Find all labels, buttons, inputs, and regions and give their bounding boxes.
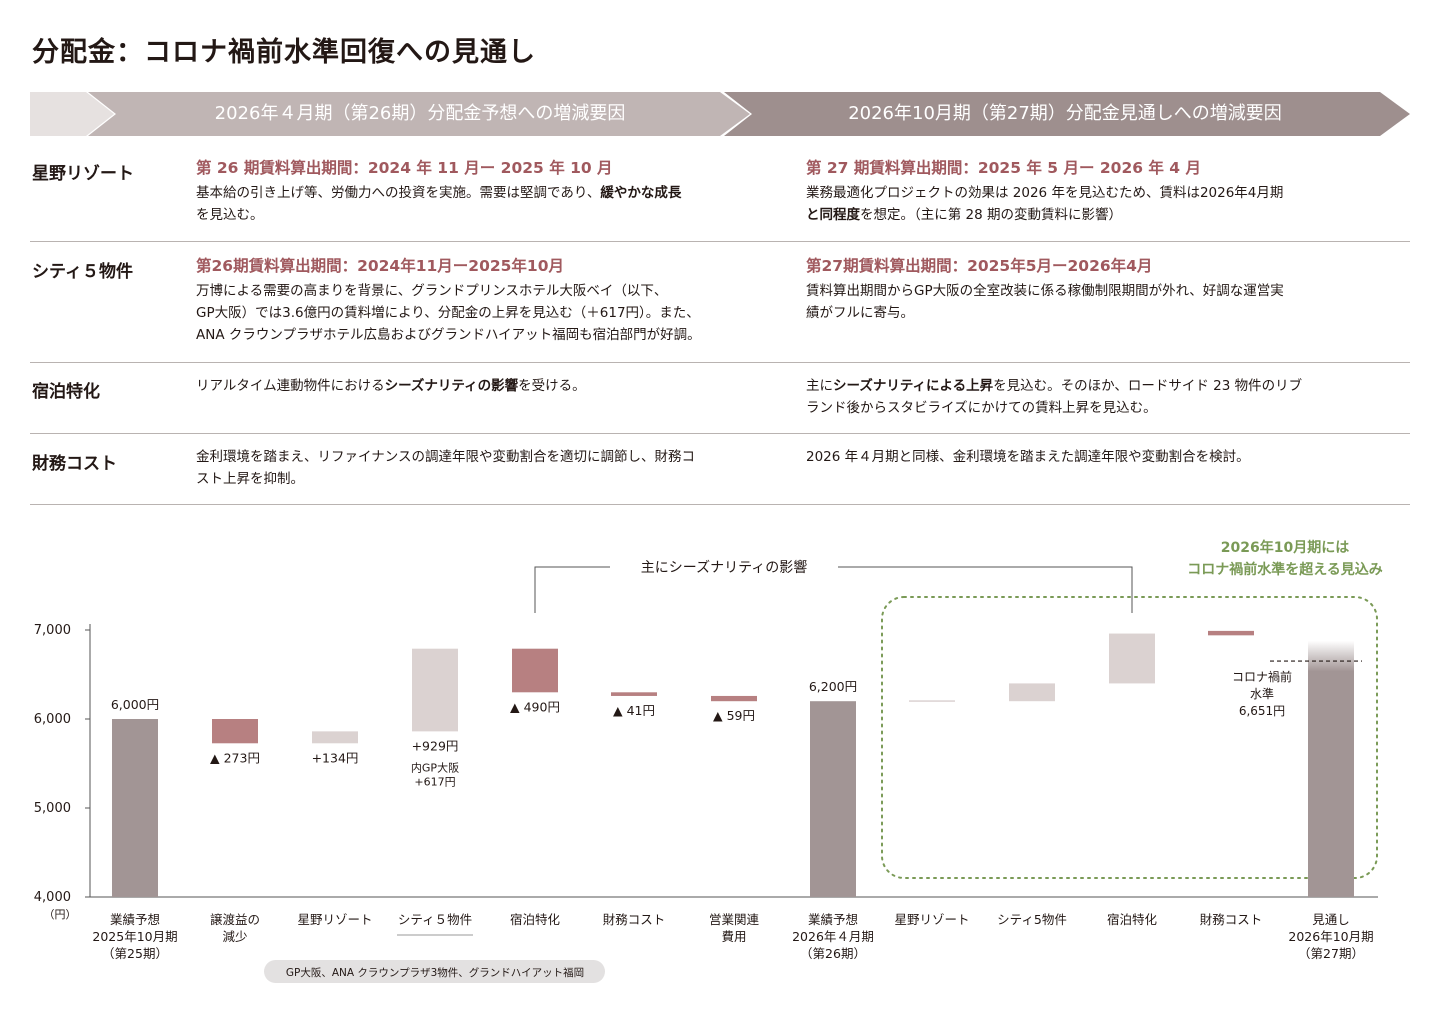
footnote-pill [264,960,605,983]
category-label: シティ5物件 [997,912,1067,927]
row-city5: シティ５物件 第26期賃料算出期間：2024年11月ー2025年10月 万博によ… [30,242,1410,363]
row-lodging: 宿泊特化 リアルタイム連動物件におけるシーズナリティの影響を受ける。 主にシーズ… [30,363,1410,434]
factor-text: 業務最適化プロジェクトの効果は 2026 年を見込むため、賃料は2026年4月期… [806,185,1284,223]
bracket-label: 主にシーズナリティの影響 [641,559,807,576]
category-label: 見通し 2026年10月期（第27期） [1288,912,1373,961]
factor-text: 基本給の引き上げ等、労働力への投資を実施。需要は堅調であり、緩やかな成長 を見込む… [196,185,682,223]
bar [1308,640,1354,897]
data-label: 6,200円 [809,679,857,694]
row-label: 星野リゾート [32,164,134,184]
bar [212,719,258,744]
factor-table: 星野リゾート 第 26 期賃料算出期間：2024 年 11 月ー 2025 年 … [30,150,1410,505]
data-label: ▲ 41円 [613,703,655,718]
data-sublabel: 内GP大阪+617円 [411,760,459,788]
category-label: 業績予想 2026年４月期（第26期） [792,912,874,961]
category-label: 営業関連費用 [709,912,760,944]
data-label: +134円 [312,750,359,765]
y-tick-label: 6,000 [34,712,71,727]
bar [810,701,856,897]
footnote-text: GP大阪、ANA クラウンプラザ3物件、グランドハイアット福岡 [286,966,584,979]
bracket-left [534,566,610,613]
row-hoshino: 星野リゾート 第 26 期賃料算出期間：2024 年 11 月ー 2025 年 … [30,150,1410,242]
bar [909,700,955,702]
right-factor: 主にシーズナリティによる上昇を見込む。そのほか、ロードサイド 23 物件のリブラ… [806,375,1406,419]
category-label: 宿泊特化 [510,912,561,927]
y-unit-label: （円） [44,908,77,921]
data-label: ▲ 490円 [510,699,560,714]
reference-label: コロナ禍前水準 6,651円 [1232,669,1292,718]
bar [611,692,657,696]
factor-text: 金利環境を踏まえ、リファイナンスの調達年限や変動割合を適切に調節し、財務コ スト上… [196,449,695,487]
category-label: シティ５物件 [398,912,472,927]
callout-text: 2026年10月期にはコロナ禍前水準を超える見込み [1187,539,1383,578]
factor-text: 賃料算出期間からGP大阪の全室改装に係る稼働制限期間が外れ、好調な運営実 績がフル… [806,283,1284,321]
right-factor: 2026 年４月期と同様、金利環境を踏まえた調達年限や変動割合を検討。 [806,446,1406,468]
y-tick-label: 4,000 [34,890,71,905]
row-label: シティ５物件 [32,262,133,282]
waterfall-chart: 4,000 5,000 6,000 7,000 （円） 2026年10月期にはコロナ禍前水… [34,539,1383,983]
period-heading: 第 26 期賃料算出期間：2024 年 11 月ー 2025 年 10 月 [196,159,613,177]
right-factor: 第 27 期賃料算出期間：2025 年 5 月ー 2026 年 4 月 業務最適… [806,157,1406,226]
factor-text: 主にシーズナリティによる上昇を見込む。そのほか、ロードサイド 23 物件のリブラ… [806,378,1303,416]
category-label: 譲渡益の減少 [210,912,260,944]
row-label: 財務コスト [32,454,117,474]
category-label: 財務コスト [603,912,666,927]
y-tick-label: 7,000 [34,623,71,638]
banner-arrows [30,92,1410,136]
data-label: +929円 [412,738,459,753]
factor-text: 万博による需要の高まりを背景に、グランドプリンスホテル大阪ベイ（以下、 GP大阪）… [196,283,701,343]
bracket-right [838,566,1133,613]
left-factor: 金利環境を踏まえ、リファイナンスの調達年限や変動割合を適切に調節し、財務コ スト上… [196,446,776,490]
bar [412,648,458,732]
category-label: 宿泊特化 [1107,912,1158,927]
row-finance: 財務コスト 金利環境を踏まえ、リファイナンスの調達年限や変動割合を適切に調節し、… [30,434,1410,505]
right-factor: 第27期賃料算出期間：2025年5月ー2026年4月 賃料算出期間からGP大阪の… [806,255,1406,324]
y-tick-label: 5,000 [34,801,71,816]
bar [312,731,358,744]
bar [1208,630,1254,636]
factor-text: リアルタイム連動物件におけるシーズナリティの影響を受ける。 [196,378,586,394]
period-banner: 2026年４月期（第26期）分配金予想への増減要因 2026年10月期（第27期… [30,92,1410,136]
left-factor: リアルタイム連動物件におけるシーズナリティの影響を受ける。 [196,375,776,397]
category-label: 星野リゾート [297,912,372,927]
period-heading: 第27期賃料算出期間：2025年5月ー2026年4月 [806,257,1153,275]
data-label: 6,000円 [111,697,159,712]
bar [711,695,757,702]
banner-arrow-right [724,92,1410,136]
factor-text: 2026 年４月期と同様、金利環境を踏まえた調達年限や変動割合を検討。 [806,449,1250,465]
data-label: ▲ 59円 [713,708,755,723]
banner-arrow-start [30,92,114,136]
bar [112,719,158,897]
banner-right-label: 2026年10月期（第27期）分配金見通しへの増減要因 [848,103,1282,124]
category-label: 業績予想 2025年10月期（第25期） [92,912,177,961]
bar [1109,633,1155,684]
banner-left-label: 2026年４月期（第26期）分配金予想への増減要因 [214,103,626,124]
page-title: 分配金：コロナ禍前水準回復への見通し [32,37,536,68]
left-factor: 第26期賃料算出期間：2024年11月ー2025年10月 万博による需要の高まり… [196,255,776,346]
row-label: 宿泊特化 [32,382,100,402]
bar [1009,683,1055,702]
left-factor: 第 26 期賃料算出期間：2024 年 11 月ー 2025 年 10 月 基本… [196,157,776,226]
category-label: 財務コスト [1200,912,1263,927]
period-heading: 第26期賃料算出期間：2024年11月ー2025年10月 [196,257,564,275]
period-heading: 第 27 期賃料算出期間：2025 年 5 月ー 2026 年 4 月 [806,159,1201,177]
category-label: 星野リゾート [894,912,969,927]
banner-arrow-left [88,92,750,136]
bar [512,648,558,693]
callout-box [881,596,1378,879]
data-label: ▲ 273円 [210,750,260,765]
